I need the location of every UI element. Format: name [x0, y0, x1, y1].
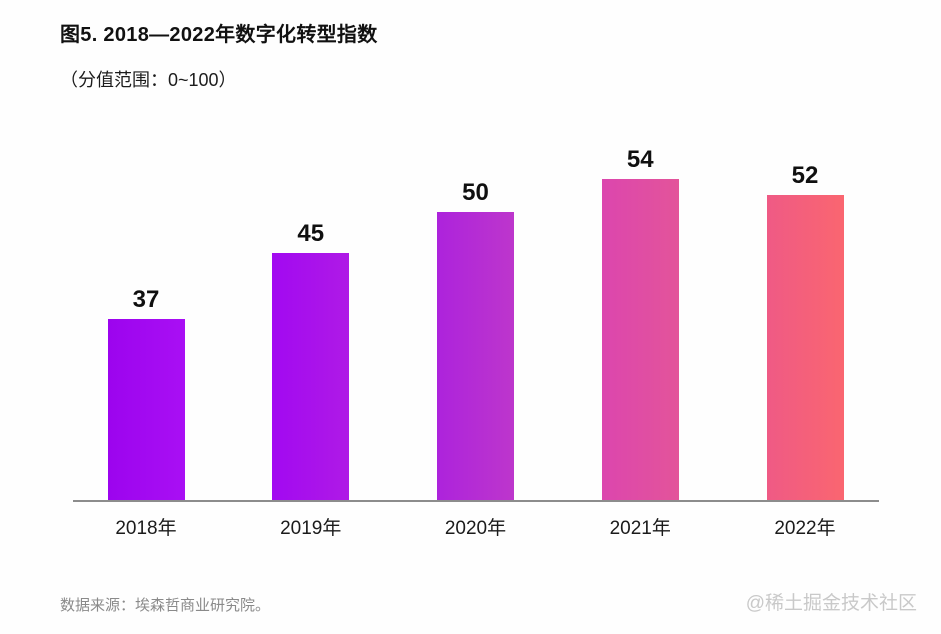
chart-subtitle: （分值范围：0~100）: [60, 70, 237, 90]
x-axis-label: 2021年: [609, 518, 671, 539]
bar-2018年: [107, 319, 185, 500]
bar-value-label: 52: [791, 162, 819, 189]
bar-value-label: 45: [297, 220, 325, 247]
x-axis-label: 2018年: [115, 518, 177, 539]
chart-title: 图5. 2018—2022年数字化转型指数: [60, 24, 378, 46]
bar-group-2022年: 52: [766, 162, 844, 500]
bar-value-label: 54: [626, 146, 654, 173]
x-axis-label: 2020年: [444, 518, 507, 539]
bar-group-2021年: 54: [601, 146, 679, 500]
bar-value-label: 37: [132, 286, 160, 313]
data-source-note: 数据来源：埃森哲商业研究院。: [60, 597, 271, 614]
x-axis-label: 2022年: [774, 518, 836, 539]
bar-2020年: [437, 212, 514, 500]
bar-2019年: [272, 253, 350, 500]
x-axis-line: [73, 500, 879, 502]
bar-2022年: [766, 195, 844, 500]
bar-group-2019年: 45: [272, 220, 350, 500]
watermark: @稀土掘金技术社区: [745, 593, 917, 614]
bar-group-2020年: 50: [437, 181, 514, 500]
bar-group-2018年: 37: [107, 286, 185, 500]
bar-2021年: [601, 179, 679, 500]
x-axis-label: 2019年: [280, 518, 342, 539]
bar-value-label: 50: [462, 179, 489, 206]
